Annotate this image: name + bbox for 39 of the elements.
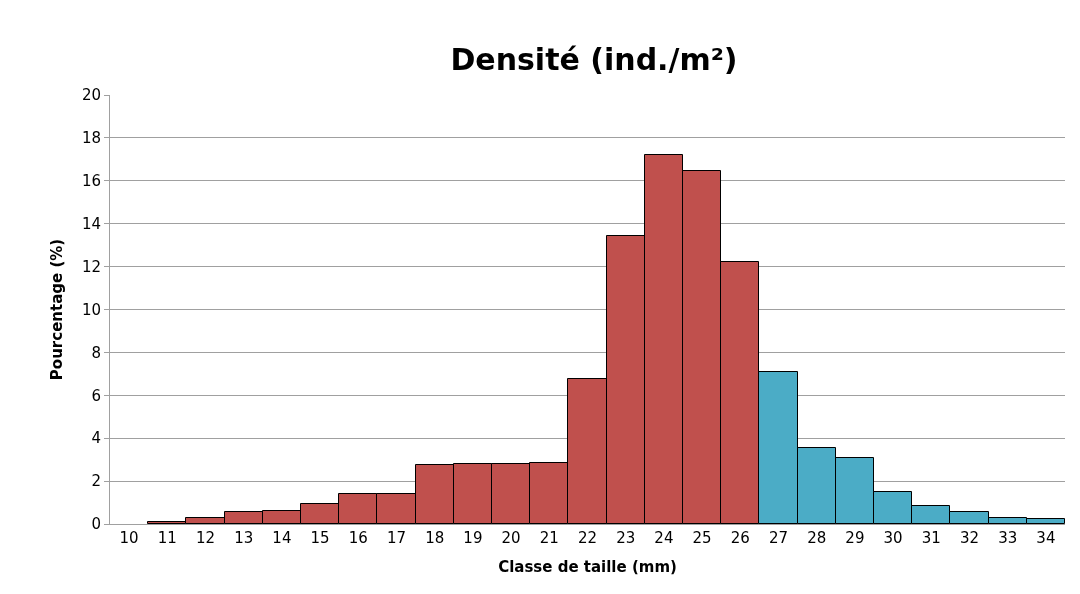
x-tick-label: 13 xyxy=(234,529,254,547)
y-tick-label: 20 xyxy=(81,86,101,105)
y-tick-label: 6 xyxy=(91,386,101,405)
x-tick-label: 15 xyxy=(310,529,330,547)
y-tick-label: 16 xyxy=(81,172,101,191)
x-tick-label: 24 xyxy=(654,529,674,547)
x-tick-label: 21 xyxy=(539,529,559,547)
chart-title: Densité (ind./m²) xyxy=(450,41,738,77)
x-tick-label: 29 xyxy=(845,529,865,547)
y-axis-title: Pourcentage (%) xyxy=(48,238,67,381)
x-tick-label: 30 xyxy=(883,529,903,547)
x-tick-label: 32 xyxy=(959,529,980,547)
x-tick-label: 33 xyxy=(998,529,1018,547)
y-tick-label: 18 xyxy=(81,129,101,148)
y-tick-label: 2 xyxy=(91,472,101,491)
x-tick-label: 16 xyxy=(348,529,368,547)
y-tick-label: 14 xyxy=(81,214,101,233)
x-tick-label: 31 xyxy=(921,529,941,547)
x-tick-label: 26 xyxy=(730,529,750,547)
x-axis-title: Classe de taille (mm) xyxy=(498,558,677,576)
x-tick-label: 12 xyxy=(195,529,216,547)
x-tick-label: 20 xyxy=(501,529,521,547)
y-tick-label: 10 xyxy=(81,300,101,319)
y-tick-label: 12 xyxy=(81,257,101,276)
y-tick-label: 4 xyxy=(91,429,101,448)
x-tick-label: 18 xyxy=(425,529,445,547)
x-tick-label: 14 xyxy=(272,529,292,547)
y-tick-label: 0 xyxy=(91,515,101,534)
x-tick-label: 22 xyxy=(577,529,598,547)
x-tick-label: 11 xyxy=(157,529,177,547)
x-tick-label: 17 xyxy=(386,529,407,547)
x-tick-label: 28 xyxy=(807,529,827,547)
x-tick-label: 34 xyxy=(1036,529,1056,547)
x-tick-label: 25 xyxy=(692,529,712,547)
y-tick-label: 8 xyxy=(91,343,101,362)
x-tick-label: 27 xyxy=(768,529,789,547)
x-tick-label: 10 xyxy=(119,529,139,547)
x-tick-label: 19 xyxy=(463,529,483,547)
x-tick-label: 23 xyxy=(616,529,636,547)
